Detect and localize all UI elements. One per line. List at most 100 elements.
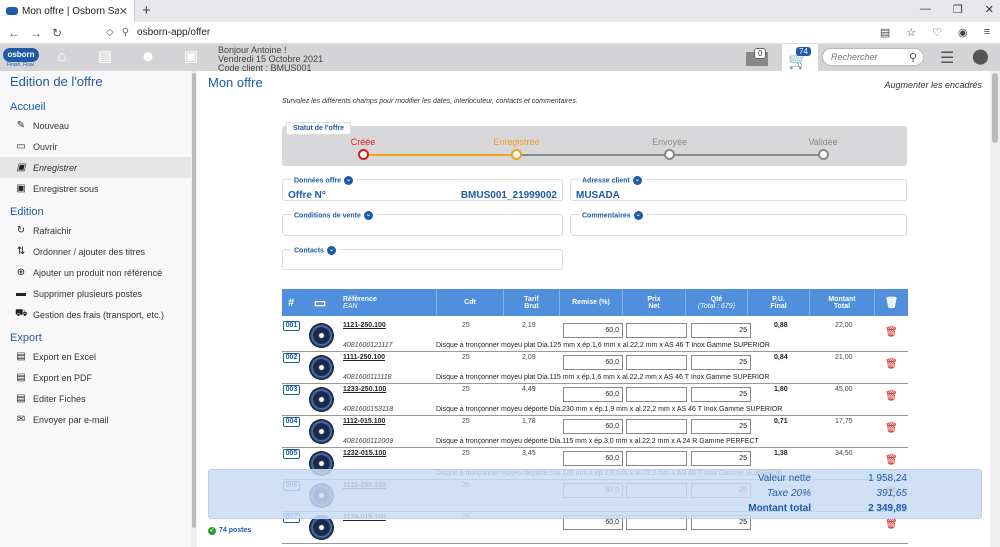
- filters-icon[interactable]: ☰: [940, 50, 955, 67]
- catalog-box-icon[interactable]: ▣: [183, 48, 199, 65]
- sidebar-item-1-4[interactable]: ⛟ Gestion des frais (transport, etc.): [0, 304, 196, 325]
- sidebar-item-1-0[interactable]: ↻ Rafraichir: [0, 220, 196, 241]
- line-number[interactable]: 003: [283, 385, 300, 395]
- menu-icon[interactable]: ≡: [983, 26, 990, 38]
- bookmarks-icon[interactable]: ▤: [879, 27, 891, 39]
- col-montant[interactable]: Montant Total: [809, 289, 874, 316]
- col-pu-final[interactable]: P.U. Final: [747, 289, 809, 316]
- users-icon[interactable]: ☻: [140, 48, 156, 65]
- status-step-dot[interactable]: [664, 149, 676, 160]
- sales-conditions-field[interactable]: Conditions de vente ⌄: [282, 211, 563, 236]
- product-disc-image[interactable]: [309, 387, 334, 412]
- discount-input[interactable]: [563, 387, 623, 402]
- home-icon[interactable]: ⌂: [57, 48, 67, 65]
- net-price-input[interactable]: [626, 451, 687, 466]
- discount-input[interactable]: [563, 323, 623, 338]
- sidebar-item-1-3[interactable]: ▬ Supprimer plusieurs postes: [0, 283, 196, 304]
- discount-input[interactable]: [563, 451, 623, 466]
- product-reference[interactable]: 1111-250.100: [343, 354, 386, 361]
- offer-data-field[interactable]: Données offre ⌄ Offre N° BMUS001_21999002: [282, 176, 563, 201]
- net-price-input[interactable]: [626, 323, 687, 338]
- chevron-down-icon[interactable]: ⌄: [633, 211, 643, 220]
- chevron-down-icon[interactable]: ⌄: [326, 246, 336, 255]
- discount-input[interactable]: [563, 355, 623, 370]
- cart-button[interactable]: 🛒 74: [782, 44, 818, 71]
- col-prix-net[interactable]: Prix Net: [622, 289, 685, 316]
- product-disc-image[interactable]: [309, 515, 334, 540]
- quantity-input[interactable]: [691, 419, 751, 434]
- delete-line-icon[interactable]: 🗑: [885, 327, 898, 338]
- close-window-icon[interactable]: ✕: [984, 4, 994, 16]
- documents-icon[interactable]: ▤: [97, 48, 113, 65]
- line-number[interactable]: 004: [283, 417, 300, 427]
- product-disc-image[interactable]: [309, 355, 334, 380]
- col-qte[interactable]: Qté (Total : 679): [685, 289, 747, 316]
- url-text[interactable]: osborn-app/offer: [137, 27, 211, 38]
- sidebar-item-0-0[interactable]: ✎ Nouveau: [0, 115, 196, 136]
- product-reference[interactable]: 1112-015.100: [343, 418, 386, 425]
- maximize-icon[interactable]: ❐: [952, 4, 963, 16]
- back-icon[interactable]: ←: [8, 25, 20, 40]
- net-price-input[interactable]: [626, 355, 687, 370]
- saved-offers-button[interactable]: 0: [746, 48, 768, 69]
- status-step-dot[interactable]: [510, 149, 522, 160]
- profile-icon[interactable]: ◉: [957, 27, 968, 39]
- product-reference[interactable]: 1232-015.100: [343, 450, 387, 457]
- sidebar-item-0-3[interactable]: ▣ Enregistrer sous: [0, 178, 196, 199]
- location-pin-icon[interactable]: ⬤: [972, 48, 989, 65]
- net-price-input[interactable]: [626, 419, 687, 434]
- col-tarif[interactable]: Tarif Brut: [503, 289, 559, 316]
- pocket-icon[interactable]: ♡: [932, 27, 942, 39]
- delete-all-icon[interactable]: 🗑: [874, 289, 908, 316]
- sidebar-item-2-3[interactable]: ✉ Envoyer par e-mail: [0, 409, 196, 430]
- product-reference[interactable]: 1121-250.100: [343, 322, 386, 329]
- contacts-field[interactable]: Contacts ⌄: [282, 246, 563, 270]
- shield-icon[interactable]: ◇: [106, 27, 114, 38]
- main-scrollbar[interactable]: [990, 71, 1000, 547]
- chevron-down-icon[interactable]: ⌄: [363, 211, 373, 220]
- sidebar-item-2-1[interactable]: ▤ Export en PDF: [0, 367, 196, 388]
- product-reference[interactable]: 1233-250.100: [343, 386, 387, 393]
- sidebar-item-0-2[interactable]: ▣ Enregistrer: [0, 157, 196, 178]
- quantity-input[interactable]: [691, 355, 751, 370]
- line-number[interactable]: 005: [283, 449, 300, 459]
- sidebar-item-1-2[interactable]: ⊕ Ajouter un produit non référencé: [0, 262, 196, 283]
- forward-icon[interactable]: →: [30, 25, 42, 40]
- search-icon[interactable]: ⚲: [908, 51, 917, 64]
- delete-line-icon[interactable]: 🗑: [885, 359, 898, 370]
- search-input[interactable]: [831, 52, 903, 62]
- quantity-input[interactable]: [691, 323, 751, 338]
- browser-tab[interactable]: Mon offre | Osborn Sales Tool ✕: [0, 0, 135, 22]
- quantity-input[interactable]: [691, 387, 751, 402]
- reload-icon[interactable]: ↻: [52, 25, 63, 40]
- col-cdt[interactable]: Cdt: [436, 289, 503, 316]
- expand-boxes-link[interactable]: Augmenter les encadrés: [884, 80, 982, 90]
- product-disc-image[interactable]: [309, 323, 334, 348]
- delete-line-icon[interactable]: 🗑: [885, 391, 898, 402]
- delete-line-icon[interactable]: 🗑: [885, 423, 898, 434]
- chevron-down-icon[interactable]: ⌄: [344, 176, 354, 185]
- client-address-field[interactable]: Adresse client ⌄ MUSADA: [570, 176, 907, 201]
- quantity-input[interactable]: [691, 451, 751, 466]
- net-price-input[interactable]: [626, 387, 687, 402]
- discount-input[interactable]: [563, 419, 623, 434]
- bookmark-star-icon[interactable]: ☆: [906, 27, 917, 39]
- sidebar-scrollbar[interactable]: [191, 71, 197, 547]
- sidebar-item-2-2[interactable]: ▤ Editer Fiches: [0, 388, 196, 409]
- sidebar-item-2-0[interactable]: ▤ Export en Excel: [0, 346, 196, 367]
- osborn-logo[interactable]: osborn: [3, 48, 39, 62]
- chevron-down-icon[interactable]: ⌄: [632, 176, 642, 185]
- product-disc-image[interactable]: [309, 419, 334, 444]
- minimize-icon[interactable]: —: [919, 3, 931, 15]
- new-tab-icon[interactable]: +: [142, 2, 151, 19]
- delete-line-icon[interactable]: 🗑: [885, 455, 898, 466]
- col-reference[interactable]: Référence EAN: [343, 295, 377, 310]
- close-tab-icon[interactable]: ✕: [118, 5, 128, 18]
- site-info-icon[interactable]: ⚲: [121, 27, 130, 38]
- status-step-dot[interactable]: [357, 149, 369, 160]
- line-number[interactable]: 002: [283, 353, 300, 363]
- sidebar-item-0-1[interactable]: ▭ Ouvrir: [0, 136, 196, 157]
- delete-line-icon[interactable]: 🗑: [885, 519, 898, 530]
- comments-field[interactable]: Commentaires ⌄: [570, 211, 907, 236]
- col-remise[interactable]: Remise (%): [559, 289, 622, 316]
